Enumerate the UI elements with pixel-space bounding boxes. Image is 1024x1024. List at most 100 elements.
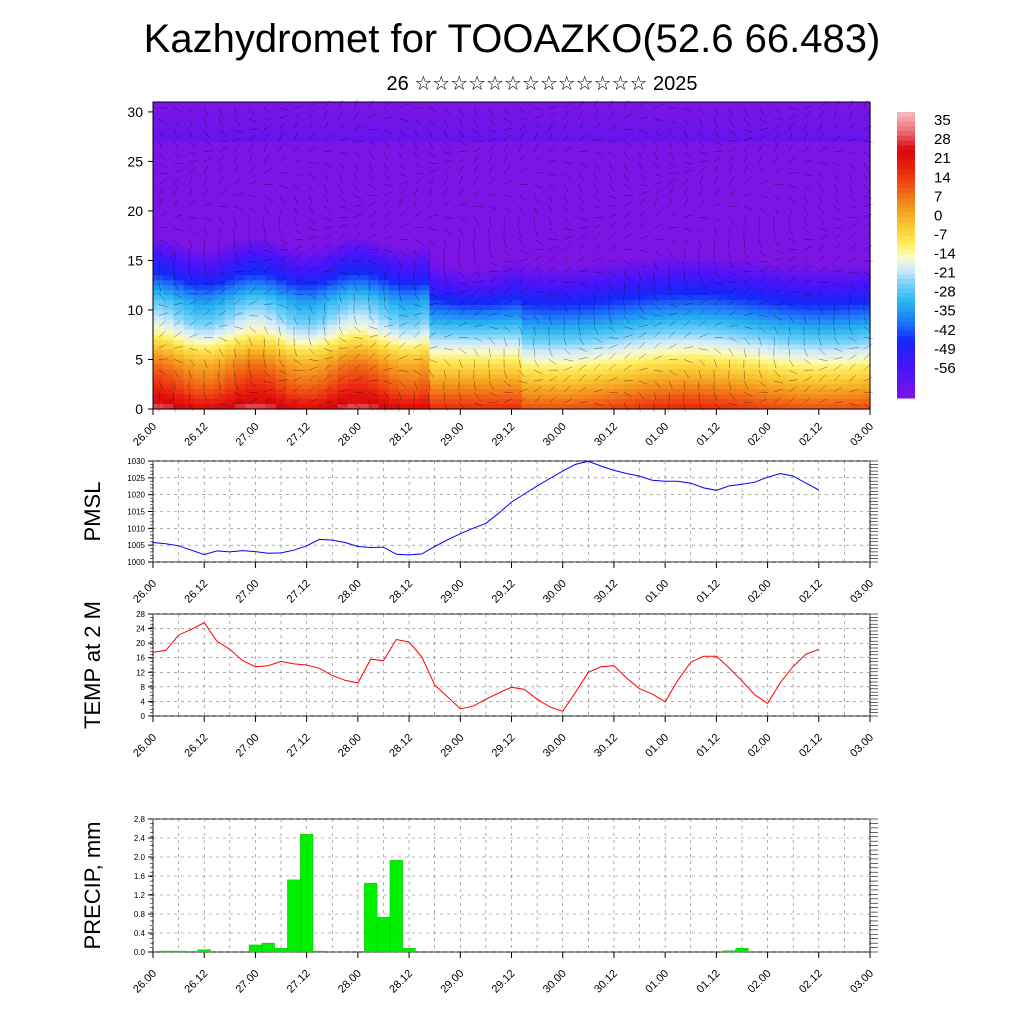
heatmap-cell [808, 235, 820, 242]
heatmap-cell [706, 364, 717, 370]
heatmap-cell [378, 136, 390, 143]
heatmap-cell [757, 344, 769, 351]
heatmap-cell [316, 151, 328, 158]
heatmap-cell [511, 349, 523, 356]
heatmap-cell [665, 280, 676, 286]
heatmap-cell [798, 260, 810, 266]
heatmap-cell [347, 191, 359, 197]
heatmap-cell [286, 111, 297, 118]
heatmap-cell [204, 324, 216, 331]
heatmap-cell [542, 275, 554, 281]
heatmap-cell [511, 230, 523, 237]
heatmap-cell [368, 250, 379, 257]
heatmap-cell [572, 250, 584, 257]
heatmap-cell [716, 300, 728, 306]
heatmap-cell [818, 250, 830, 257]
heatmap-cell [747, 151, 758, 158]
heatmap-cell [275, 205, 287, 212]
heatmap-cell [214, 250, 226, 257]
heatmap-cell [767, 344, 779, 351]
heatmap-cell [603, 220, 615, 227]
heatmap-cell [613, 334, 625, 341]
heatmap-cell [706, 290, 717, 296]
heatmap-cell [316, 201, 328, 207]
wind-barb [218, 402, 228, 406]
heatmap-cell [286, 260, 297, 266]
heatmap-cell [429, 339, 441, 346]
heatmap-cell [572, 210, 584, 217]
heatmap-cell [204, 215, 216, 222]
heatmap-cell [234, 220, 246, 227]
heatmap-cell [767, 359, 779, 366]
heatmap-cell [634, 270, 646, 276]
wind-barb [383, 129, 393, 134]
heatmap-cell [716, 230, 728, 237]
heatmap-cell [839, 166, 851, 172]
heatmap-cell [296, 220, 308, 227]
heatmap-cell [747, 319, 758, 326]
heatmap-cell [654, 255, 666, 262]
heatmap-cell [265, 354, 277, 361]
heatmap-cell [163, 171, 175, 177]
heatmap-cell [419, 230, 431, 237]
heatmap-cell [603, 126, 615, 133]
heatmap-cell [521, 230, 533, 237]
heatmap-cell [173, 191, 185, 197]
heatmap-cell [654, 201, 666, 207]
heatmap-cell [583, 265, 595, 271]
heatmap-cell [429, 240, 441, 247]
heatmap-cell [849, 250, 861, 257]
heatmap-cell [214, 146, 226, 153]
heatmap-cell [654, 176, 666, 182]
heatmap-cell [306, 339, 318, 346]
wind-barb [398, 223, 408, 229]
heatmap-cell [306, 389, 318, 395]
heatmap-cell [818, 394, 830, 400]
heatmap-cell [644, 285, 656, 291]
wind-barb [308, 366, 318, 371]
heatmap-cell [347, 210, 359, 217]
heatmap-cell [849, 290, 861, 296]
heatmap-cell [286, 210, 297, 217]
heatmap-cell [521, 384, 533, 390]
heatmap-cell [419, 250, 431, 257]
heatmap-cell [562, 161, 574, 167]
wind-barb [218, 280, 228, 284]
heatmap-cell [439, 146, 451, 153]
heatmap-cell [245, 314, 257, 321]
heatmap-cell [306, 161, 318, 167]
heatmap-cell [839, 186, 851, 192]
heatmap-cell [654, 309, 666, 316]
heatmap-cell [624, 116, 636, 123]
heatmap-cell [511, 399, 523, 405]
heatmap-cell [163, 334, 175, 341]
heatmap-cell [747, 255, 758, 262]
heatmap-cell [450, 215, 461, 222]
heatmap-cell [439, 176, 451, 182]
heatmap-cell [327, 384, 338, 390]
heatmap-cell [409, 151, 420, 158]
heatmap-cell [255, 141, 267, 148]
heatmap-cell [788, 349, 799, 356]
heatmap-cell [409, 191, 420, 197]
heatmap-cell [644, 305, 656, 311]
heatmap-cell [767, 329, 779, 336]
heatmap-cell [153, 171, 164, 177]
heatmap-cell [583, 394, 595, 400]
heatmap-cell [747, 334, 758, 341]
heatmap-cell [849, 374, 861, 380]
heatmap-cell [163, 344, 175, 351]
wind-barb [263, 124, 272, 131]
heatmap-cell [788, 379, 799, 385]
heatmap-cell [153, 379, 164, 385]
heatmap-cell [388, 196, 400, 202]
heatmap-cell [265, 399, 277, 405]
heatmap-cell [480, 240, 492, 247]
heatmap-cell [542, 151, 554, 158]
heatmap-cell [552, 280, 564, 286]
heatmap-cell [675, 359, 687, 366]
heatmap-cell [286, 250, 297, 257]
heatmap-cell [275, 384, 287, 390]
heatmap-cell [511, 156, 523, 163]
heatmap-cell [665, 121, 676, 128]
